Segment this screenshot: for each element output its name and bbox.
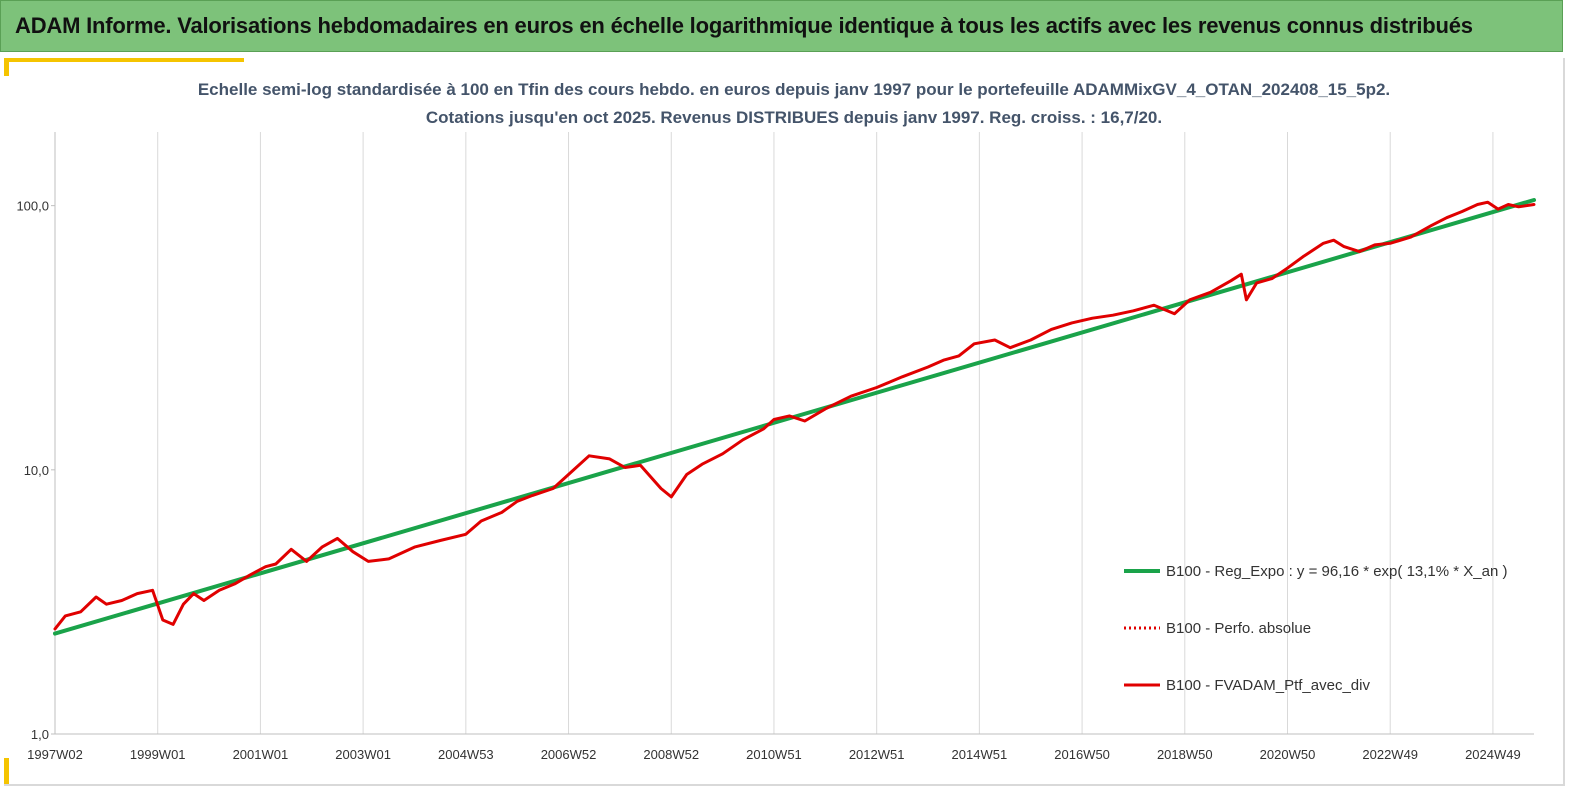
x-tick-label: 2006W52 [541,747,597,762]
chart-subtitle: Cotations jusqu'en oct 2025. Revenus DIS… [426,108,1162,127]
x-tick-label: 2016W50 [1054,747,1110,762]
grid-lines [54,132,1494,734]
chart-title: Echelle semi-log standardisée à 100 en T… [198,80,1390,99]
y-tick-label: 100,0 [16,199,49,214]
x-tick-label: 2018W50 [1157,747,1213,762]
legend-label-0: B100 - Reg_Expo : y = 96,16 * exp( 13,1%… [1166,563,1507,580]
header-banner: ADAM Informe. Valorisations hebdomadaire… [0,0,1563,52]
x-tick-label: 2012W51 [849,747,905,762]
x-tick-label: 2008W52 [643,747,699,762]
accent-corner-top-bar [4,58,244,62]
chart-frame: Echelle semi-log standardisée à 100 en T… [4,58,1565,786]
y-axis-ticks: 1,0 10,0 100,0 [16,199,55,742]
x-axis-ticks: 1997W02 1999W01 2001W01 2003W01 2004W53 2006W… [27,747,1521,762]
x-tick-label: 1999W01 [130,747,186,762]
x-tick-label: 2014W51 [952,747,1008,762]
x-tick-label: 2003W01 [335,747,391,762]
y-tick-label: 10,0 [24,463,49,478]
x-tick-label: 2001W01 [233,747,289,762]
x-tick-label: 2022W49 [1362,747,1418,762]
x-tick-label: 2004W53 [438,747,494,762]
accent-corner-top-left [4,58,9,76]
legend-label-1: B100 - Perfo. absolue [1166,620,1311,637]
chart: Echelle semi-log standardisée à 100 en T… [16,80,1536,762]
y-tick-label: 1,0 [31,727,49,742]
series-line-2 [53,200,1536,631]
x-tick-label: 2024W49 [1465,747,1521,762]
series [53,198,1536,636]
x-tick-label: 2020W50 [1260,747,1316,762]
legend: B100 - Reg_Expo : y = 96,16 * exp( 13,1%… [1124,563,1507,694]
x-tick-label: 2010W51 [746,747,802,762]
accent-corner-bottom-left [4,758,9,784]
x-tick-label: 1997W02 [27,747,83,762]
legend-label-2: B100 - FVADAM_Ptf_avec_div [1166,677,1370,694]
banner-title: ADAM Informe. Valorisations hebdomadaire… [15,13,1473,38]
